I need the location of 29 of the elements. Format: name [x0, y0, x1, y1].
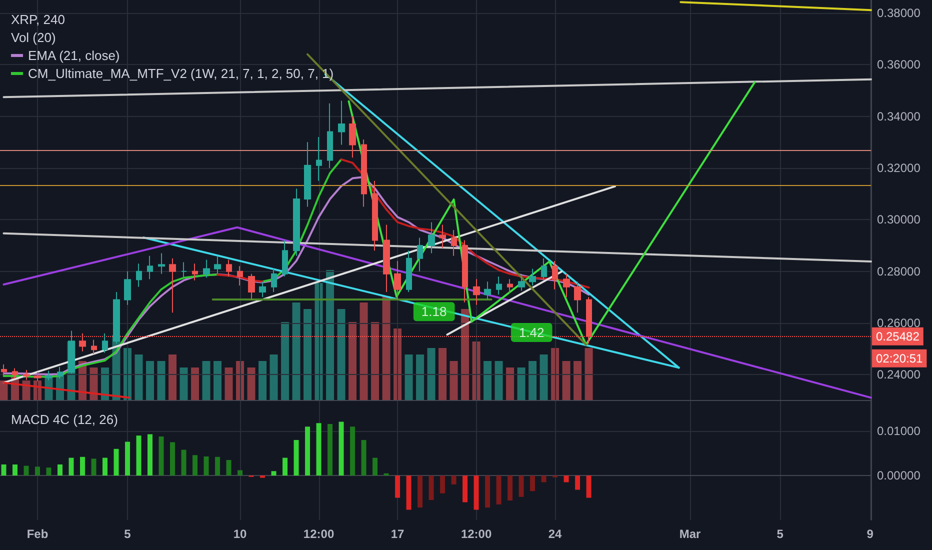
y-tick-label: 0.24000 — [877, 368, 921, 382]
chart-title: Vol (20) — [11, 30, 56, 45]
legend-label: EMA (21, close) — [28, 48, 120, 63]
x-tick-label: Feb — [26, 527, 48, 541]
x-tick-label: 12:00 — [303, 527, 334, 541]
x-tick-label: 24 — [548, 527, 562, 541]
y-tick-label: 0.28000 — [877, 264, 921, 278]
y-tick-label: 0.00000 — [877, 468, 921, 483]
x-tick-label: 9 — [866, 527, 874, 541]
y-tick-label: 0.36000 — [877, 58, 921, 72]
ref-line-label: 0.25482 — [876, 329, 920, 344]
x-tick-label: 5 — [776, 527, 784, 541]
text: MACD 4C (12, 26) — [11, 412, 118, 427]
y-tick-label: 0.38000 — [877, 6, 921, 20]
text: 02:20:51 — [876, 351, 924, 366]
text: XRP, 240 — [11, 12, 65, 27]
annotation: 1.18 — [421, 304, 447, 320]
y-tick-label: 0.32000 — [877, 160, 921, 175]
x-tick-label: 17 — [390, 527, 405, 541]
legend-label: CM_Ultimate_MA_MTF_V2 (1W, 21, 7, 1, 2, 50, 7, 1) — [28, 66, 334, 81]
y-tick-label: 0.34000 — [877, 109, 921, 124]
y-tick-label: 0.01000 — [877, 424, 921, 438]
annotation: 1.42 — [518, 325, 544, 340]
y-tick-label: 0.30000 — [877, 212, 921, 227]
x-tick-label: 12:00 — [460, 527, 492, 541]
x-tick-label: Mar — [679, 527, 702, 541]
y-tick-label: 0.26000 — [877, 316, 921, 330]
x-tick-label: 10 — [233, 527, 248, 541]
x-tick-label: 5 — [124, 527, 132, 541]
